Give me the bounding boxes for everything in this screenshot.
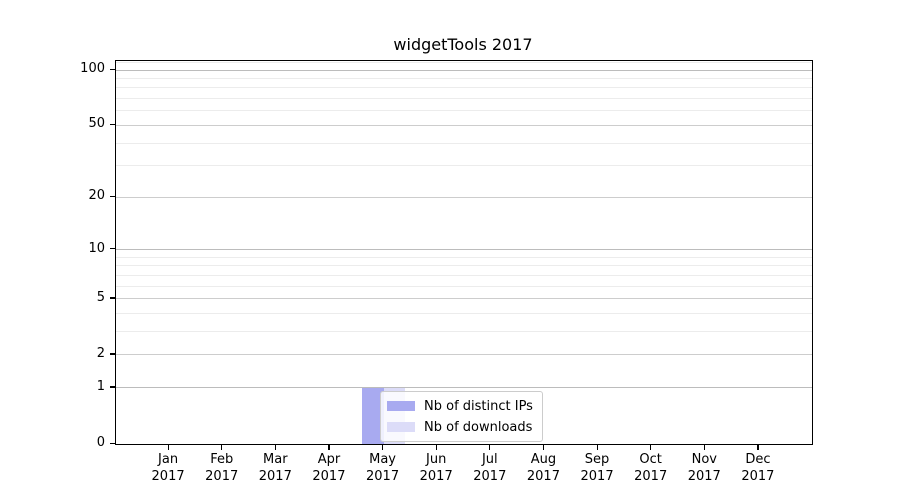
y-axis-tick-label: 1: [96, 378, 105, 394]
x-label-year: 2017: [580, 469, 614, 484]
x-axis-tick-label: Dec 2017: [726, 451, 790, 485]
gridline-minor: [116, 61, 812, 63]
gridline-major: [116, 387, 812, 389]
x-axis-tick: [382, 444, 384, 450]
legend-swatch-downloads: [387, 422, 415, 432]
x-label-year: 2017: [526, 469, 560, 484]
x-axis-tick: [435, 444, 437, 450]
gridline-minor: [116, 165, 812, 167]
legend-label-downloads: Nb of downloads: [424, 419, 533, 435]
x-label-month: Feb: [210, 452, 234, 467]
gridline-minor: [116, 285, 812, 287]
x-axis-tick-label: Sep 2017: [565, 451, 629, 485]
y-axis-tick: [110, 386, 115, 388]
y-axis-tick-label: 10: [88, 240, 105, 256]
legend-item-downloads: Nb of downloads: [387, 418, 533, 436]
x-axis-tick: [274, 444, 276, 450]
legend-swatch-distinct-ips: [387, 401, 415, 411]
y-axis-tick-label: 100: [80, 61, 105, 77]
gridline-minor: [116, 110, 812, 112]
gridline-major: [116, 124, 812, 126]
x-label-year: 2017: [366, 469, 400, 484]
x-axis-tick-label: Oct 2017: [619, 451, 683, 485]
legend-item-distinct-ips: Nb of distinct IPs: [387, 397, 533, 415]
x-label-month: Dec: [745, 452, 771, 467]
x-label-month: Mar: [263, 452, 288, 467]
x-axis-tick: [650, 444, 652, 450]
x-label-year: 2017: [205, 469, 239, 484]
y-axis-tick: [110, 442, 115, 444]
y-axis-tick: [110, 248, 115, 250]
chart-title: widgetTools 2017: [393, 35, 533, 54]
x-label-month: May: [369, 452, 396, 467]
x-axis-tick: [328, 444, 330, 450]
y-axis-tick-label: 20: [88, 188, 105, 204]
x-label-year: 2017: [419, 469, 453, 484]
gridline-minor: [116, 87, 812, 89]
x-label-year: 2017: [473, 469, 507, 484]
x-axis-tick: [221, 444, 223, 450]
x-axis-tick: [703, 444, 705, 450]
x-label-year: 2017: [634, 469, 668, 484]
x-axis-tick-label: Jan 2017: [136, 451, 200, 485]
x-label-month: Jun: [426, 452, 447, 467]
x-label-year: 2017: [258, 469, 292, 484]
gridline-major: [116, 354, 812, 356]
x-axis-tick: [757, 444, 759, 450]
legend: Nb of distinct IPs Nb of downloads: [380, 391, 543, 442]
gridline-major: [116, 196, 812, 198]
gridline-minor: [116, 256, 812, 258]
x-axis-tick-label: Apr 2017: [297, 451, 361, 485]
x-label-year: 2017: [312, 469, 346, 484]
gridline-minor: [116, 313, 812, 315]
gridline-major: [116, 298, 812, 300]
x-axis-tick-label: Nov 2017: [672, 451, 736, 485]
gridline-minor: [116, 98, 812, 100]
y-axis-tick: [110, 297, 115, 299]
x-axis-tick-label: Aug 2017: [511, 451, 575, 485]
y-axis-tick: [110, 353, 115, 355]
x-axis-tick: [596, 444, 598, 450]
y-axis-tick: [110, 123, 115, 126]
x-axis-tick-label: Mar 2017: [243, 451, 307, 485]
y-axis-tick-label: 2: [96, 345, 105, 361]
x-label-month: Aug: [530, 452, 557, 467]
gridline-minor: [116, 331, 812, 333]
x-axis-tick-label: Jun 2017: [404, 451, 468, 485]
y-axis-tick: [110, 68, 115, 70]
y-axis-tick-label: 5: [96, 289, 105, 305]
legend-label-distinct-ips: Nb of distinct IPs: [424, 398, 533, 414]
gridline-major: [116, 249, 812, 251]
x-label-month: Oct: [639, 452, 662, 467]
gridline-minor: [116, 265, 812, 267]
plot-area: Nb of distinct IPs Nb of downloads: [115, 60, 813, 445]
x-axis-tick-label: May 2017: [351, 451, 415, 485]
bar-distinct-ips: [362, 387, 384, 444]
gridline-major: [116, 69, 812, 71]
x-label-month: Apr: [317, 452, 341, 467]
y-axis-tick-label: 50: [88, 116, 105, 132]
x-label-month: Nov: [691, 452, 717, 467]
x-label-year: 2017: [151, 469, 185, 484]
x-label-month: Jul: [481, 452, 498, 467]
gridline-minor: [116, 142, 812, 144]
x-axis-tick: [167, 444, 169, 450]
x-label-month: Sep: [584, 452, 610, 467]
x-axis-tick: [489, 444, 491, 450]
x-label-year: 2017: [687, 469, 721, 484]
y-axis-tick: [110, 195, 115, 198]
x-label-year: 2017: [741, 469, 775, 484]
x-axis-tick-label: Feb 2017: [190, 451, 254, 485]
x-axis-tick: [542, 444, 545, 450]
gridline-minor: [116, 78, 812, 80]
x-axis-tick-label: Jul 2017: [458, 451, 522, 485]
x-label-month: Jan: [158, 452, 179, 467]
gridline-minor: [116, 275, 812, 277]
y-axis-tick-label: 0: [96, 435, 105, 450]
